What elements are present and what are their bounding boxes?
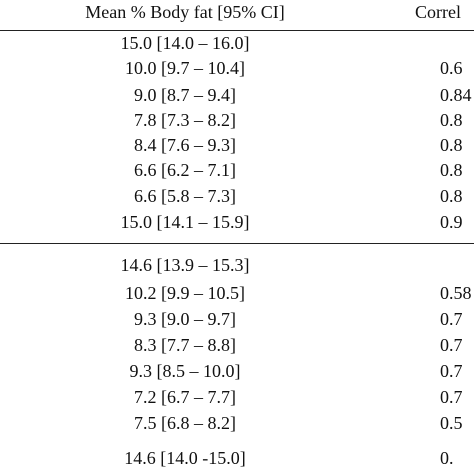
correlation-cell: 0.7	[440, 335, 463, 355]
correlation-cell: 0.5	[440, 413, 463, 433]
header-cell: Mean % Body fat [95% CI]	[85, 2, 285, 22]
correlation-cell: 0.8	[440, 135, 463, 155]
correlation-cell: 0.	[440, 448, 454, 468]
correlation-cell: 0.7	[440, 361, 463, 381]
correlation-cell: 0.7	[440, 387, 463, 407]
correlation-cell: 0.84	[440, 85, 472, 105]
correlation-cell: 0.8	[440, 160, 463, 180]
ci-cell: 15.0 [14.0 – 16.0]	[120, 33, 250, 53]
correlation-cell: 0.6	[440, 58, 463, 78]
rule	[0, 243, 474, 244]
ci-cell: 6.6 [5.8 – 7.3]	[134, 186, 236, 206]
rule	[0, 30, 474, 31]
ci-cell: 9.3 [8.5 – 10.0]	[129, 361, 241, 381]
ci-cell: 8.3 [7.7 – 8.8]	[134, 335, 236, 355]
ci-cell: 15.0 [14.1 – 15.9]	[120, 212, 250, 232]
ci-cell: 7.8 [7.3 – 8.2]	[134, 110, 236, 130]
correlation-cell: 0.7	[440, 309, 463, 329]
ci-cell: 6.6 [6.2 – 7.1]	[134, 160, 236, 180]
ci-cell: 9.0 [8.7 – 9.4]	[134, 85, 236, 105]
correlation-cell: 0.58	[440, 283, 472, 303]
ci-cell: 7.5 [6.8 – 8.2]	[134, 413, 236, 433]
correlation-cell: 0.8	[440, 110, 463, 130]
header-cell: Correl	[415, 2, 461, 22]
ci-cell: 10.0 [9.7 – 10.4]	[125, 58, 245, 78]
ci-cell: 14.6 [13.9 – 15.3]	[120, 255, 250, 275]
ci-cell: 8.4 [7.6 – 9.3]	[134, 135, 236, 155]
ci-cell: 10.2 [9.9 – 10.5]	[125, 283, 245, 303]
ci-cell: 14.6 [14.0 -15.0]	[124, 448, 246, 468]
correlation-cell: 0.8	[440, 186, 463, 206]
ci-cell: 9.3 [9.0 – 9.7]	[134, 309, 236, 329]
correlation-cell: 0.9	[440, 212, 463, 232]
ci-cell: 7.2 [6.7 – 7.7]	[134, 387, 236, 407]
